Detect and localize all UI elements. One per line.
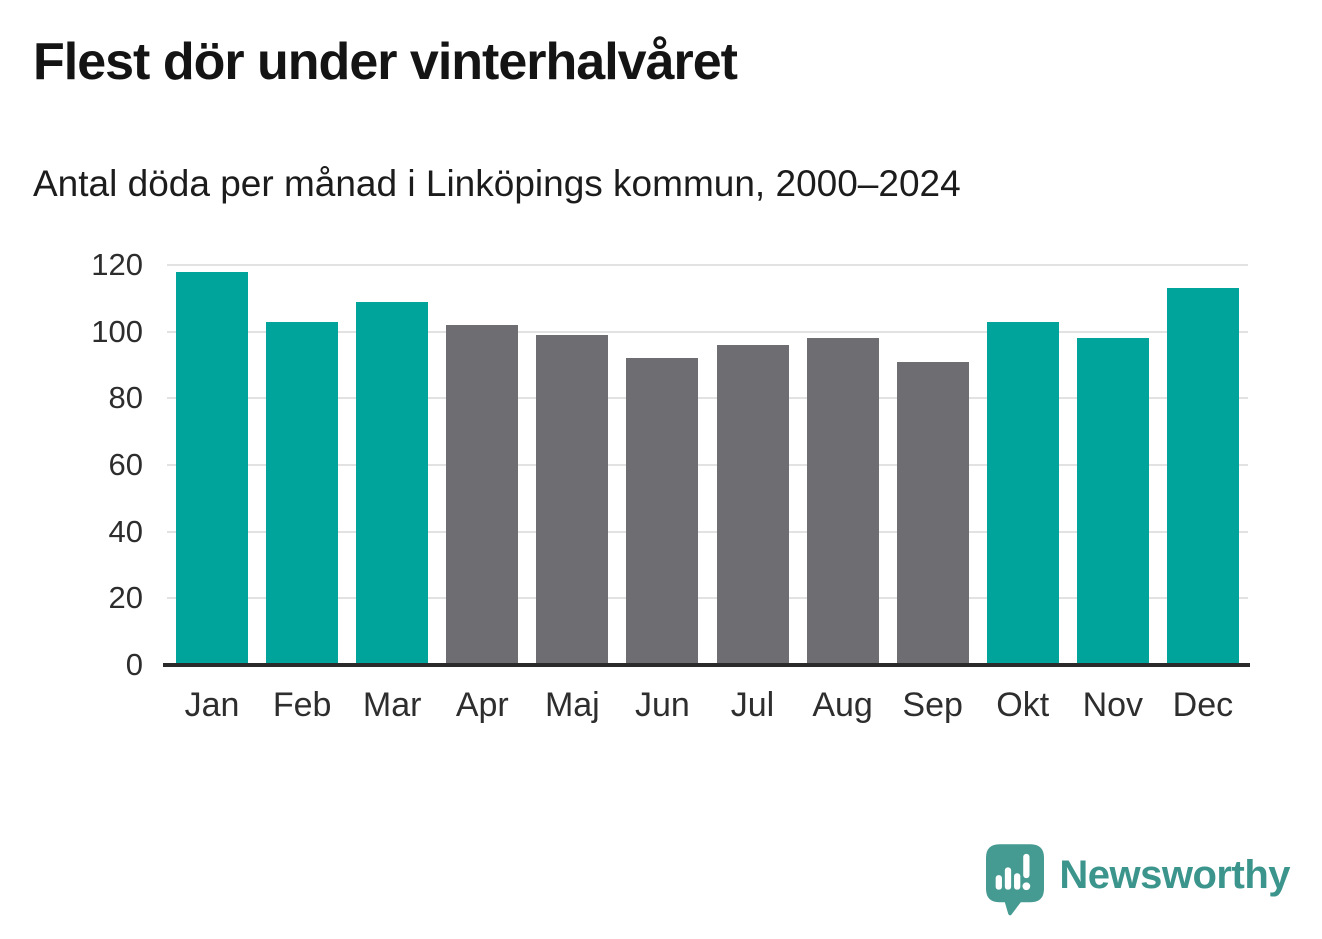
bar-jun <box>626 358 699 665</box>
bar-maj <box>536 335 609 665</box>
x-tick-label: Maj <box>544 686 600 724</box>
chart-title: Flest dör under vinterhalvåret <box>33 33 738 91</box>
bar-nov <box>1076 338 1149 665</box>
x-tick-label: Mar <box>362 686 422 724</box>
chart-subtitle: Antal döda per månad i Linköpings kommun… <box>33 163 961 204</box>
gridline-100 <box>167 330 1248 333</box>
bar-jul <box>716 345 789 665</box>
bar-cell-jan <box>167 265 257 665</box>
bar-cell-feb <box>257 265 347 665</box>
bar-cell-dec <box>1158 265 1248 665</box>
x-tick-label: Jun <box>635 686 690 724</box>
gridline-120 <box>167 264 1248 266</box>
bar-cell-nov <box>1068 265 1158 665</box>
plot-area <box>163 264 1250 667</box>
bar-cell-sep <box>888 265 978 665</box>
brand-name: Newsworthy <box>1059 852 1290 897</box>
bar-cell-okt <box>978 265 1068 665</box>
brand-footer: Newsworthy <box>986 844 1290 916</box>
gridline-20 <box>167 597 1248 600</box>
bar-series <box>167 265 1248 665</box>
x-tick-label: Apr <box>455 686 509 724</box>
bar-jan <box>176 271 249 665</box>
bar-cell-apr <box>437 265 527 665</box>
bar-cell-aug <box>798 265 888 665</box>
gridline-60 <box>167 464 1248 466</box>
y-axis-labels: 0 20 40 60 80 100 120 <box>0 247 143 682</box>
y-tick-label: 80 <box>108 380 143 416</box>
x-tick-label: Aug <box>812 686 873 724</box>
x-tick-label: Okt <box>996 686 1050 724</box>
y-tick-label: 120 <box>91 247 143 282</box>
y-tick-label: 100 <box>91 313 143 349</box>
y-tick-label: 0 <box>125 647 143 682</box>
bar-cell-jun <box>617 265 707 665</box>
gridline-80 <box>167 397 1248 400</box>
x-tick-label: Nov <box>1082 686 1144 724</box>
x-tick-label: Sep <box>902 686 963 724</box>
bar-cell-jul <box>707 265 797 665</box>
y-tick-label: 40 <box>108 513 143 549</box>
bar-okt <box>986 321 1059 665</box>
gridline-40 <box>167 530 1248 533</box>
x-tick-label: Jan <box>184 686 240 724</box>
x-axis-labels: Jan Feb Mar Apr Maj Jun Jul Aug Sep Okt Nov Dec <box>167 686 1248 725</box>
x-tick-label: Jul <box>730 686 775 724</box>
x-axis-line <box>163 663 1250 667</box>
bar-cell-mar <box>347 265 437 665</box>
bar-feb <box>266 321 339 665</box>
x-tick-label: Dec <box>1172 686 1234 724</box>
bar-apr <box>446 325 519 665</box>
bar-cell-maj <box>527 265 617 665</box>
bar-dec <box>1166 288 1239 665</box>
bar-aug <box>806 338 879 665</box>
y-tick-label: 20 <box>108 580 143 616</box>
x-tick-label: Feb <box>272 686 332 724</box>
bar-sep <box>896 361 969 665</box>
bar-mar <box>356 301 429 665</box>
newsworthy-logo-icon <box>986 844 1045 916</box>
y-tick-label: 60 <box>108 447 143 482</box>
